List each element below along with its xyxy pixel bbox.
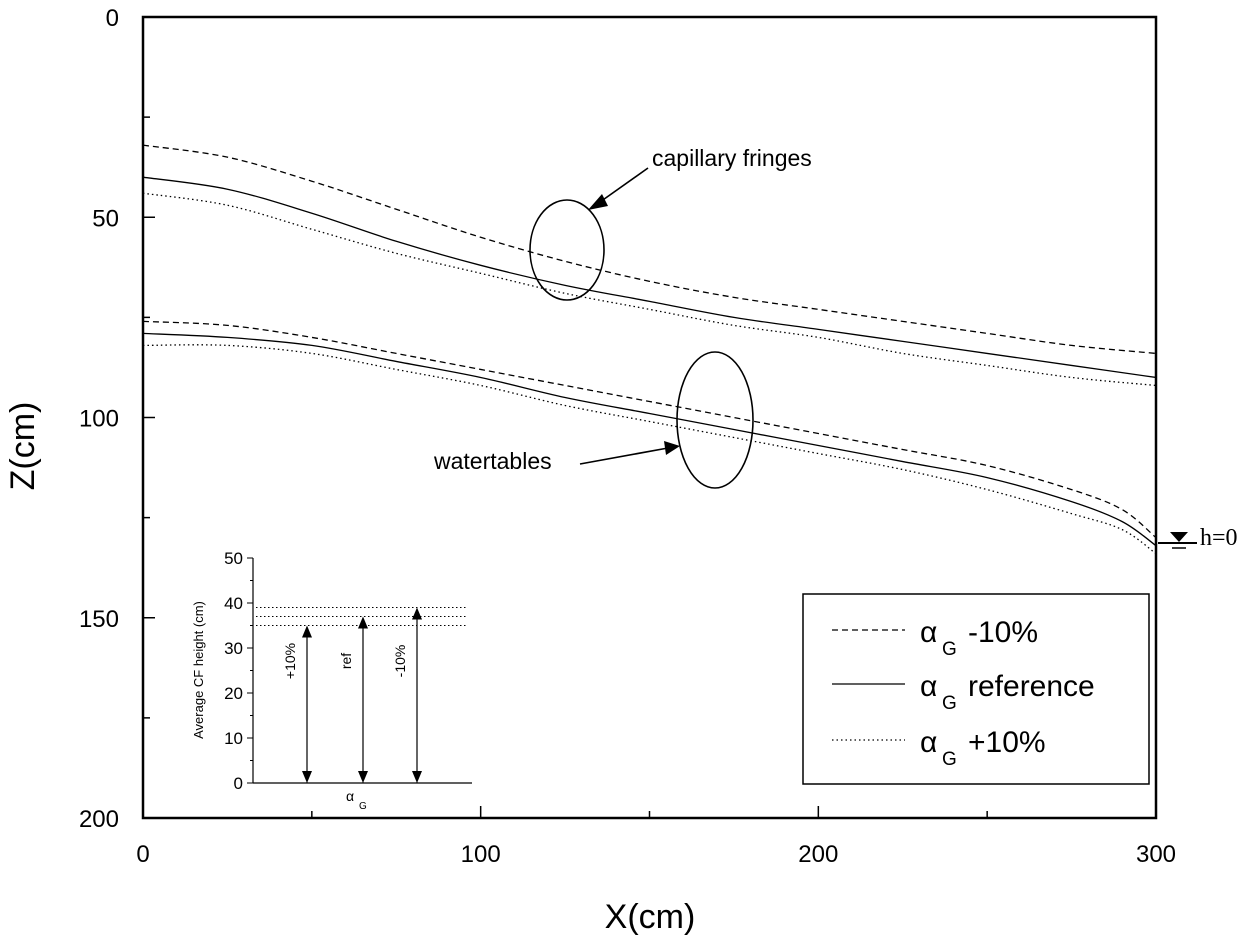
legend-symbol-1: α [920, 616, 937, 649]
watertables-arrowhead [664, 441, 680, 455]
y-tick-label: 100 [79, 406, 119, 433]
legend-frame [802, 593, 1150, 785]
inset-category-label: ref [338, 653, 354, 669]
legend-subscript-1: G [942, 639, 957, 660]
inset-arrowhead-bottom [302, 771, 312, 783]
inset-category-label: +10% [282, 643, 298, 679]
legend-subscript-2: G [942, 693, 957, 714]
watertables-ellipse [676, 351, 754, 489]
capillary-fringes-arrowhead [588, 194, 608, 210]
series-line-capillary-fringes-solid [142, 176, 1157, 379]
inset-y-tick-label: 40 [224, 594, 243, 613]
inset-chart: 0 10 20 30 40 50 +10% ref -10% Average CF heigh… [191, 549, 472, 812]
x-tick-label: 200 [798, 841, 838, 868]
inset-y-axis-title: Average CF height (cm) [191, 601, 206, 739]
inset-y-tick-label: 30 [224, 639, 243, 658]
y-tick-label: 0 [106, 5, 119, 32]
inset-category-label: -10% [392, 645, 408, 678]
y-axis-title: Z(cm) [4, 402, 42, 491]
inset-arrowhead-bottom [412, 771, 422, 783]
legend-symbol-2: α [920, 670, 937, 703]
inset-arrowhead-top [302, 625, 312, 638]
inset-arrowhead-bottom [358, 771, 368, 783]
y-axis: 0 50 100 150 200 [79, 5, 155, 833]
series-line-capillary-fringes-dashed [142, 144, 1157, 355]
series-line-watertables-solid [142, 332, 1157, 547]
inset-y-tick-label: 20 [224, 684, 243, 703]
capillary-fringes-arrow [599, 167, 649, 203]
legend-label-1: -10% [968, 616, 1038, 649]
series-layer [142, 144, 1157, 555]
x-tick-label: 100 [461, 841, 501, 868]
inset-y-tick-label: 0 [234, 774, 243, 793]
y-tick-label: 200 [79, 806, 119, 833]
x-axis-title: X(cm) [605, 898, 696, 936]
y-tick-label: 50 [92, 205, 119, 232]
inset-x-axis-symbol: α [346, 788, 354, 804]
series-line-watertables-dotted [142, 344, 1157, 555]
legend-subscript-3: G [942, 749, 957, 770]
inset-y-ticks: 0 10 20 30 40 50 [224, 549, 253, 793]
y-tick-label: 150 [79, 606, 119, 633]
x-tick-label: 0 [136, 841, 149, 868]
legend-symbol-3: α [920, 726, 937, 759]
series-line-watertables-dashed [142, 320, 1157, 539]
series-line-capillary-fringes-dotted [142, 192, 1157, 387]
legend: α G -10% α G reference α G +10% [802, 593, 1150, 785]
watertables-label: watertables [433, 448, 552, 474]
inset-marks: +10% ref -10% [256, 607, 468, 783]
legend-label-2: reference [968, 670, 1095, 703]
watertables-arrow [579, 447, 669, 465]
inset-x-axis-subscript: G [359, 801, 367, 812]
capillary-fringes-ellipse [529, 199, 605, 301]
inset-arrowhead-top [358, 616, 368, 629]
legend-label-3: +10% [968, 726, 1046, 759]
inset-y-tick-label: 10 [224, 729, 243, 748]
inset-arrowhead-top [412, 607, 422, 620]
h0-label: h=0 [1200, 525, 1238, 551]
inset-y-tick-label: 50 [224, 549, 243, 568]
h0-marker-triangle [1170, 532, 1188, 542]
x-tick-label: 300 [1136, 841, 1176, 868]
capillary-fringes-label: capillary fringes [652, 145, 812, 171]
x-axis: 0 100 200 300 [136, 806, 1176, 868]
